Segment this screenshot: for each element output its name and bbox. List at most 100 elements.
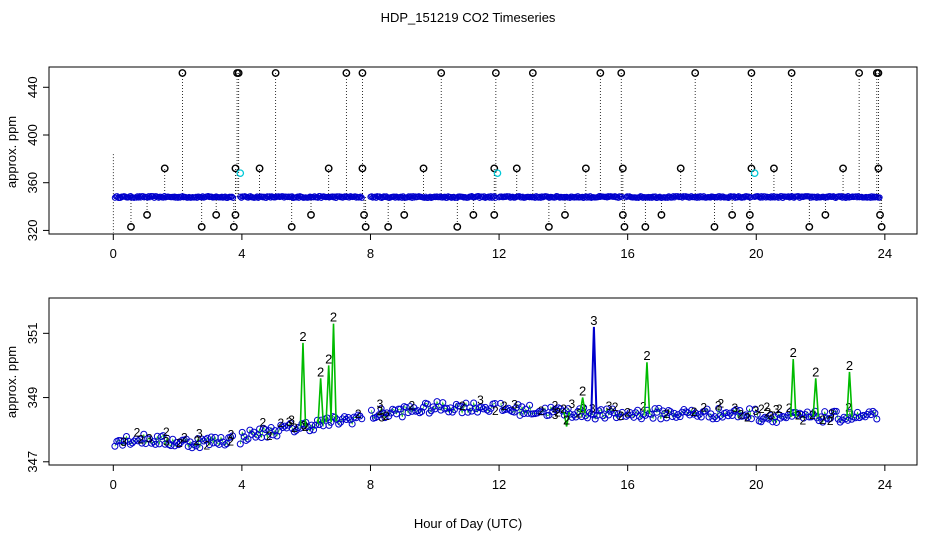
flag-point — [528, 69, 537, 77]
marker-3: 3 — [301, 418, 308, 432]
spike-line — [579, 397, 587, 414]
flag-point — [400, 211, 409, 219]
flag-point — [271, 69, 280, 77]
marker-2: 2 — [715, 398, 722, 412]
marker-2: 2 — [204, 438, 211, 452]
series-point — [136, 436, 144, 444]
series-point — [227, 433, 235, 441]
marker-3: 3 — [288, 413, 295, 427]
flag-point — [419, 164, 428, 173]
series-point — [148, 439, 156, 447]
co2-point — [862, 193, 870, 201]
spike-marker: 2 — [643, 348, 650, 363]
spike-line — [317, 378, 325, 424]
series-point — [827, 414, 835, 422]
series-point — [487, 404, 495, 412]
series-point — [205, 441, 213, 449]
marker-2: 2 — [302, 420, 309, 434]
y-tick-label: 360 — [25, 172, 40, 194]
series-point — [342, 416, 350, 424]
marker-2: 2 — [744, 411, 751, 425]
series-point — [315, 421, 323, 429]
series-point — [701, 407, 709, 415]
y-tick-label: 320 — [25, 220, 40, 242]
marker-2: 2 — [138, 433, 145, 447]
marker-3: 3 — [552, 408, 559, 422]
flag-point — [255, 164, 264, 173]
series-point — [821, 408, 829, 416]
marker-3: 3 — [477, 393, 484, 407]
flag-point — [178, 69, 187, 77]
bottom-plot-frame — [48, 297, 918, 466]
top-y-axis-label: approx. ppm — [4, 116, 19, 188]
flag-point — [384, 222, 393, 231]
marker-2: 2 — [163, 425, 170, 439]
flag-point — [512, 164, 521, 173]
marker-2: 2 — [259, 416, 266, 430]
marker-3: 3 — [163, 434, 170, 448]
series-point — [263, 433, 271, 441]
series-point — [819, 418, 827, 426]
spike-marker: 3 — [590, 313, 597, 328]
co2-point — [397, 193, 404, 200]
flag-point — [839, 164, 847, 173]
marker-2: 2 — [845, 401, 852, 415]
marker-3: 3 — [146, 431, 153, 445]
flag-point — [620, 222, 629, 231]
marker-2: 2 — [737, 408, 744, 422]
series-point — [379, 409, 387, 417]
series-point — [815, 417, 823, 425]
marker-2: 2 — [409, 398, 416, 412]
series-point — [612, 414, 620, 422]
series-point — [859, 411, 867, 419]
marker-2: 2 — [786, 401, 793, 415]
marker-2: 2 — [612, 400, 619, 414]
cyan-point — [750, 169, 759, 178]
series-point — [240, 433, 248, 441]
spike-marker: 2 — [317, 364, 324, 379]
series-point — [610, 409, 618, 417]
series-point — [637, 415, 645, 423]
spike-marker: 2 — [325, 351, 332, 366]
x-tick-label: 24 — [878, 477, 892, 492]
series-point — [744, 413, 752, 421]
co2-point — [596, 193, 603, 200]
flag-point — [197, 222, 206, 231]
series-point — [691, 409, 699, 417]
series-point — [242, 436, 250, 444]
co2-point — [670, 193, 677, 200]
flag-point — [231, 164, 240, 173]
co2-point — [160, 194, 167, 201]
series-point — [547, 403, 555, 411]
co2-point — [317, 193, 324, 200]
series-point — [122, 433, 130, 441]
series-point — [439, 399, 447, 407]
flag-point — [747, 69, 756, 77]
series-point — [873, 415, 881, 423]
co2-point — [228, 193, 236, 200]
flag-point — [618, 211, 627, 219]
spike-line — [299, 342, 307, 427]
spike-marker: 2 — [579, 384, 586, 399]
flag-point — [360, 211, 368, 219]
series-point — [259, 424, 267, 432]
flag-point — [127, 222, 135, 231]
spike-line — [812, 378, 820, 417]
flag-point — [358, 164, 367, 173]
series-point — [196, 444, 204, 452]
series-point — [651, 405, 659, 413]
marker-2: 2 — [228, 427, 235, 441]
spike-marker: 2 — [812, 364, 819, 379]
co2-point — [357, 193, 364, 200]
series-point — [753, 410, 761, 418]
marker-2: 2 — [618, 409, 625, 423]
bottom-y-axis: 347 349 351 — [25, 322, 49, 473]
series-point — [715, 404, 723, 412]
series-point — [393, 410, 401, 418]
series-point — [140, 430, 148, 438]
co2-point — [306, 193, 314, 200]
series-point — [375, 411, 383, 419]
series-point — [871, 409, 879, 417]
